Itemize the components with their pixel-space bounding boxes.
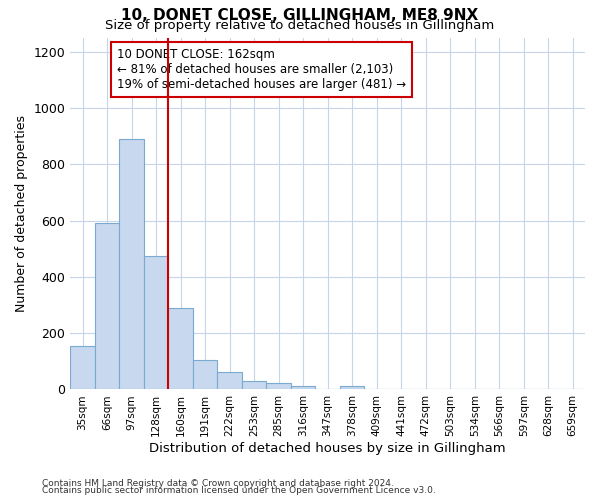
Bar [193,360,217,390]
Bar [291,386,316,390]
Text: Contains HM Land Registry data © Crown copyright and database right 2024.: Contains HM Land Registry data © Crown c… [42,478,394,488]
Bar [119,139,144,390]
Bar [340,386,364,390]
Text: Size of property relative to detached houses in Gillingham: Size of property relative to detached ho… [106,18,494,32]
Bar [266,384,291,390]
Bar [217,372,242,390]
Text: Contains public sector information licensed under the Open Government Licence v3: Contains public sector information licen… [42,486,436,495]
Y-axis label: Number of detached properties: Number of detached properties [15,115,28,312]
X-axis label: Distribution of detached houses by size in Gillingham: Distribution of detached houses by size … [149,442,506,455]
Text: 10 DONET CLOSE: 162sqm
← 81% of detached houses are smaller (2,103)
19% of semi-: 10 DONET CLOSE: 162sqm ← 81% of detached… [116,48,406,91]
Bar [169,308,193,390]
Bar [95,224,119,390]
Bar [242,381,266,390]
Bar [144,256,169,390]
Text: 10, DONET CLOSE, GILLINGHAM, ME8 9NX: 10, DONET CLOSE, GILLINGHAM, ME8 9NX [121,8,479,22]
Bar [70,346,95,390]
